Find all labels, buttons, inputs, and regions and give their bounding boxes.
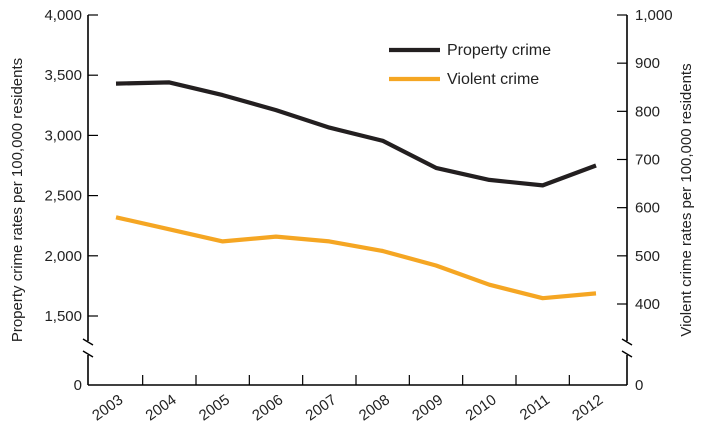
left-axis-ticks: 0 1,500 2,000 2,500 3,000 3,500 4,000 [44,7,98,394]
right-tick-label: 800 [635,103,660,120]
left-tick-label: 0 [74,377,82,394]
x-tick-label: 2009 [409,391,446,424]
x-tick-label: 2005 [196,391,233,424]
right-tick-label: 1,000 [635,7,673,24]
axis-break-gap [82,341,94,355]
axis-break-marks [82,338,633,358]
left-tick-label: 3,000 [44,127,82,144]
left-axis-title: Property crime rates per 100,000 residen… [9,58,26,342]
series-line-property-crime [115,80,597,188]
x-tick-label: 2007 [303,391,340,424]
chart-axes [87,15,628,386]
x-tick-label: 2011 [517,391,553,423]
series-line-violent-crime [115,215,597,301]
left-tick-label: 1,500 [44,308,82,325]
right-tick-label: 700 [635,152,660,169]
right-axis-ticks: 0 400 500 600 700 800 900 1,000 [617,7,673,394]
x-tick-label: 2008 [356,391,393,424]
axis-break-mark [82,350,94,358]
legend-label-property-crime: Property crime [447,42,551,59]
axis-break-mark [82,338,94,346]
right-tick-label: 600 [635,200,660,217]
axis-break-mark [621,350,633,358]
right-tick-label: 500 [635,248,660,265]
series-lines [115,80,597,301]
chart-legend: Property crime Violent crime [389,42,551,88]
x-tick-label: 2004 [143,391,180,424]
right-tick-label: 400 [635,296,660,313]
left-tick-label: 3,500 [44,67,82,84]
legend-label-violent-crime: Violent crime [447,71,539,88]
x-tick-label: 2012 [569,391,606,424]
x-tick-label: 2010 [463,391,500,424]
x-tick-label: 2006 [249,391,286,424]
left-tick-label: 2,000 [44,248,82,265]
x-tick-label: 2003 [89,391,126,424]
right-tick-label: 0 [635,377,643,394]
left-tick-label: 4,000 [44,7,82,24]
left-tick-label: 2,500 [44,188,82,205]
axis-break-gap [621,341,633,355]
axis-break-mark [621,338,633,346]
x-axis-ticks: 2003 2004 2005 2006 2007 2008 2009 2010 2011 2012 [89,375,606,424]
right-axis-title: Violent crime rates per 100,000 resident… [678,63,695,336]
right-tick-label: 900 [635,55,660,72]
